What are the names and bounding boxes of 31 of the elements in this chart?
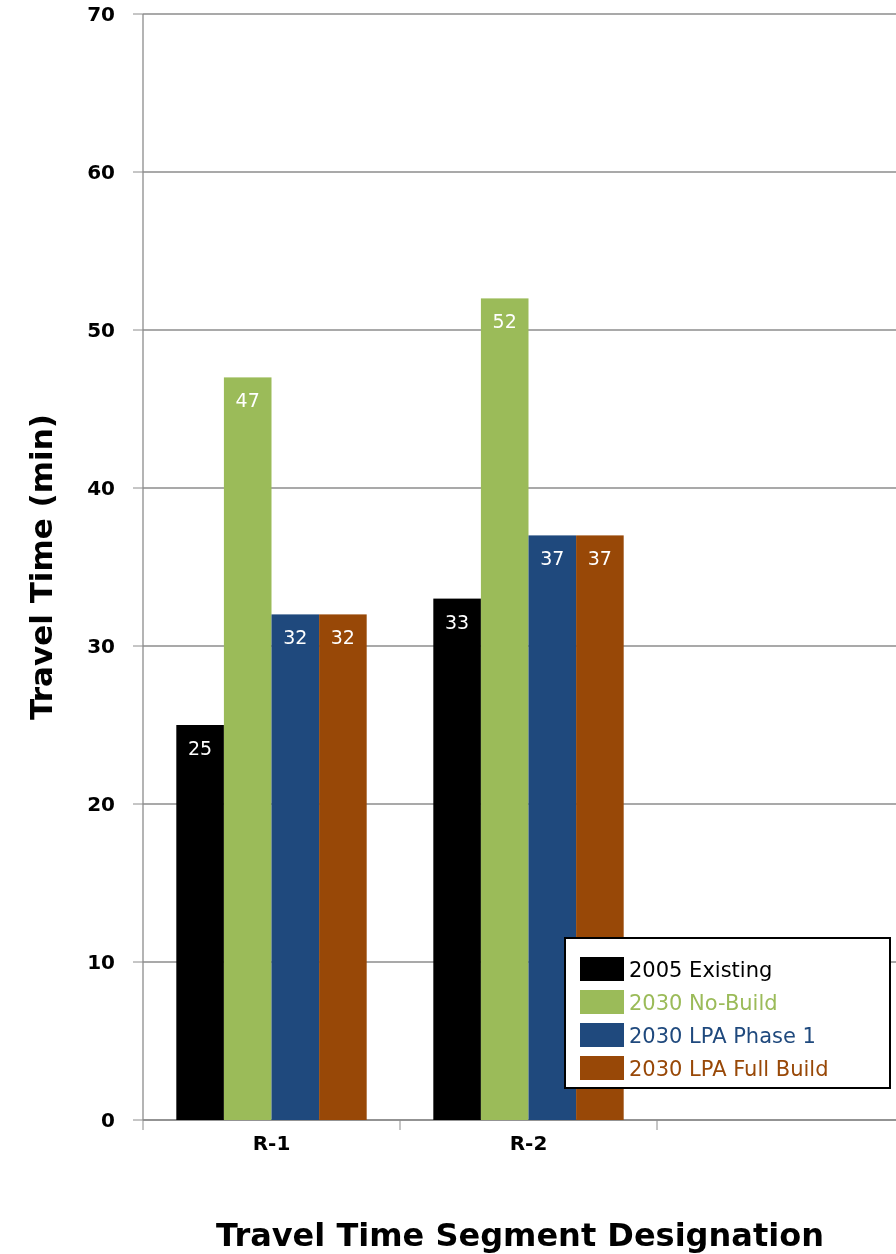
y-tick-label: 30 — [87, 634, 115, 658]
bar — [176, 725, 224, 1120]
legend-label: 2030 LPA Full Build — [629, 1057, 829, 1081]
y-axis-title: Travel Time (min) — [23, 414, 59, 720]
data-label: 32 — [330, 626, 355, 649]
y-tick-label: 10 — [87, 950, 115, 974]
bar — [433, 598, 481, 1120]
y-tick-label: 70 — [87, 2, 115, 26]
x-axis-title: Travel Time Segment Designation — [216, 1216, 824, 1254]
data-label: 32 — [283, 626, 308, 649]
legend-label: 2030 LPA Phase 1 — [629, 1024, 816, 1048]
bar — [223, 377, 272, 1120]
data-label: 37 — [540, 547, 565, 570]
x-tick-label: R-2 — [509, 1131, 548, 1155]
data-label: 52 — [492, 310, 517, 333]
bar — [528, 535, 577, 1120]
bar — [319, 614, 367, 1120]
y-tick-label: 60 — [87, 160, 115, 184]
data-label: 25 — [188, 737, 213, 759]
legend-label: 2030 No-Build — [629, 991, 778, 1015]
y-tick-label: 40 — [87, 476, 115, 500]
data-label: 47 — [235, 389, 260, 412]
y-tick-label: 20 — [87, 792, 115, 816]
y-tick-label: 0 — [101, 1108, 115, 1132]
bar — [480, 298, 529, 1120]
y-tick-label: 50 — [87, 318, 115, 342]
legend-label: 2005 Existing — [629, 958, 773, 982]
data-label: 33 — [445, 610, 470, 633]
bar — [271, 614, 320, 1120]
data-label: 37 — [587, 547, 612, 570]
x-tick-label: R-1 — [252, 1131, 291, 1155]
